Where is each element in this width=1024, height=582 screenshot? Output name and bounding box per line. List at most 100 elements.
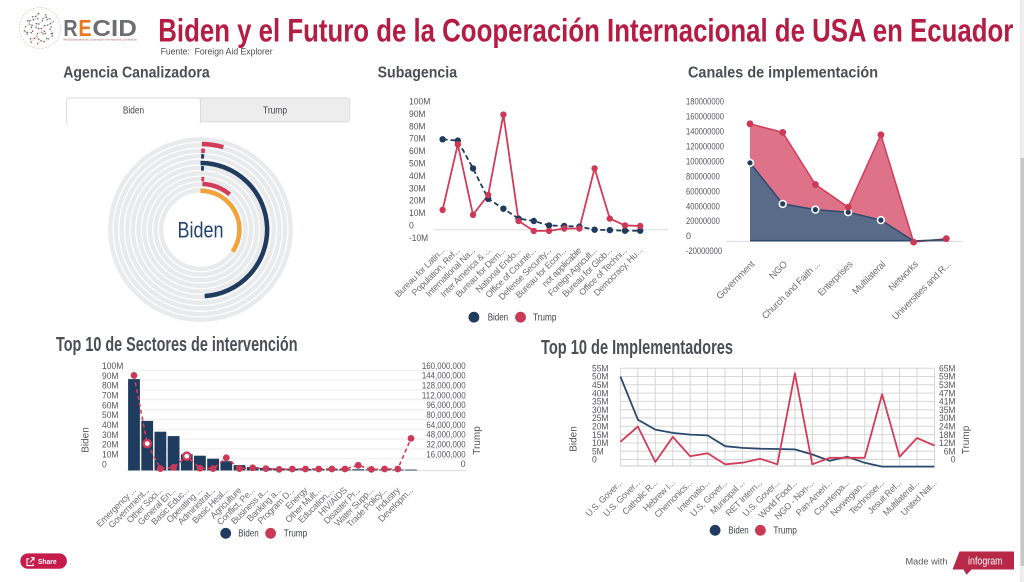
svg-text:CID: CID bbox=[92, 15, 136, 41]
svg-text:Trump: Trump bbox=[961, 425, 972, 454]
svg-text:Biden y el Futuro de la Cooper: Biden y el Futuro de la Cooperación Inte… bbox=[158, 13, 1013, 49]
svg-text:12M: 12M bbox=[939, 438, 956, 449]
svg-text:50M: 50M bbox=[592, 372, 609, 383]
svg-text:160,000,000: 160,000,000 bbox=[422, 361, 466, 371]
svg-text:144,000,000: 144,000,000 bbox=[422, 371, 466, 381]
svg-text:NGO: NGO bbox=[767, 259, 789, 281]
svg-text:Trump: Trump bbox=[472, 426, 483, 455]
svg-text:Trump: Trump bbox=[773, 526, 797, 537]
svg-text:100M: 100M bbox=[102, 361, 123, 372]
svg-text:Agencia Canalizadora: Agencia Canalizadora bbox=[63, 65, 210, 82]
svg-text:100M: 100M bbox=[409, 97, 430, 108]
svg-text:-10M: -10M bbox=[409, 233, 428, 244]
svg-text:0: 0 bbox=[592, 455, 597, 466]
svg-text:Biden: Biden bbox=[178, 218, 224, 243]
svg-text:20M: 20M bbox=[102, 440, 119, 451]
svg-text:48,000,000: 48,000,000 bbox=[426, 430, 465, 440]
svg-text:160000000: 160000000 bbox=[686, 111, 724, 121]
svg-text:0: 0 bbox=[461, 459, 466, 469]
svg-text:64,000,000: 64,000,000 bbox=[426, 420, 465, 430]
svg-text:Biden: Biden bbox=[81, 427, 92, 453]
svg-text:Biden: Biden bbox=[728, 526, 748, 537]
svg-text:90M: 90M bbox=[102, 371, 119, 382]
svg-text:120000000: 120000000 bbox=[686, 141, 724, 151]
svg-text:30M: 30M bbox=[102, 430, 119, 441]
svg-text:59M: 59M bbox=[939, 372, 956, 383]
svg-text:Trump: Trump bbox=[284, 529, 308, 540]
svg-text:60M: 60M bbox=[102, 400, 119, 411]
svg-text:80,000,000: 80,000,000 bbox=[426, 410, 465, 420]
svg-text:32,000,000: 32,000,000 bbox=[426, 440, 465, 450]
svg-text:70M: 70M bbox=[102, 391, 119, 402]
svg-text:30M: 30M bbox=[409, 183, 426, 194]
svg-text:Top 10 de Implementadores: Top 10 de Implementadores bbox=[541, 337, 733, 359]
svg-text:20M: 20M bbox=[592, 422, 609, 433]
svg-text:Fuente: Foreign Aid Explorer: Fuente: Foreign Aid Explorer bbox=[161, 47, 273, 58]
svg-text:40M: 40M bbox=[409, 171, 426, 182]
svg-text:-20000000: -20000000 bbox=[686, 246, 722, 256]
svg-text:Biden: Biden bbox=[488, 313, 508, 324]
svg-text:10M: 10M bbox=[592, 438, 609, 449]
svg-text:5M: 5M bbox=[592, 446, 604, 457]
svg-text:180000000: 180000000 bbox=[686, 96, 724, 106]
svg-text:80M: 80M bbox=[409, 121, 426, 132]
svg-text:Biden: Biden bbox=[238, 529, 258, 540]
svg-text:Universities and R...: Universities and R... bbox=[890, 259, 953, 322]
svg-text:6M: 6M bbox=[944, 446, 956, 457]
svg-text:35M: 35M bbox=[592, 397, 609, 408]
svg-text:0: 0 bbox=[686, 231, 691, 241]
svg-text:0: 0 bbox=[409, 220, 414, 231]
svg-text:65M: 65M bbox=[939, 363, 956, 374]
svg-text:100000000: 100000000 bbox=[686, 156, 724, 166]
svg-text:infogram: infogram bbox=[968, 555, 1003, 567]
svg-text:70M: 70M bbox=[409, 134, 426, 145]
svg-text:30M: 30M bbox=[939, 413, 956, 424]
svg-text:47M: 47M bbox=[939, 388, 956, 399]
svg-text:40M: 40M bbox=[592, 388, 609, 399]
svg-text:45M: 45M bbox=[592, 380, 609, 391]
svg-text:24M: 24M bbox=[939, 422, 956, 433]
svg-text:Enterprises: Enterprises bbox=[816, 259, 856, 299]
svg-text:128,000,000: 128,000,000 bbox=[422, 381, 466, 391]
svg-text:80M: 80M bbox=[102, 381, 119, 392]
svg-text:112,000,000: 112,000,000 bbox=[422, 390, 466, 400]
svg-text:Church and Faith ...: Church and Faith ... bbox=[760, 259, 823, 322]
svg-text:Government: Government bbox=[714, 259, 757, 302]
svg-text:80000000: 80000000 bbox=[686, 171, 720, 181]
svg-text:40000000: 40000000 bbox=[686, 201, 720, 211]
svg-text:50M: 50M bbox=[102, 410, 119, 421]
svg-text:16,000,000: 16,000,000 bbox=[426, 449, 465, 459]
svg-text:Trump: Trump bbox=[263, 105, 287, 117]
svg-text:Share: Share bbox=[38, 557, 57, 566]
svg-text:20M: 20M bbox=[409, 196, 426, 207]
svg-text:Subagencia: Subagencia bbox=[378, 65, 458, 82]
svg-text:35M: 35M bbox=[939, 405, 956, 416]
svg-text:R: R bbox=[63, 15, 78, 41]
svg-text:90M: 90M bbox=[409, 109, 426, 120]
svg-text:30M: 30M bbox=[592, 405, 609, 416]
svg-text:18M: 18M bbox=[939, 430, 956, 441]
svg-text:60M: 60M bbox=[409, 146, 426, 157]
svg-text:53M: 53M bbox=[939, 380, 956, 391]
svg-text:Top 10 de Sectores de interven: Top 10 de Sectores de intervención bbox=[56, 334, 298, 356]
svg-text:0: 0 bbox=[951, 455, 956, 466]
svg-text:41M: 41M bbox=[939, 397, 956, 408]
svg-text:E: E bbox=[78, 15, 91, 41]
svg-text:Made with: Made with bbox=[906, 557, 948, 568]
svg-text:55M: 55M bbox=[592, 363, 609, 374]
svg-text:Canales de implementación: Canales de implementación bbox=[688, 65, 878, 82]
svg-text:60000000: 60000000 bbox=[686, 186, 720, 196]
svg-text:15M: 15M bbox=[592, 430, 609, 441]
svg-text:96,000,000: 96,000,000 bbox=[426, 400, 465, 410]
svg-text:Biden: Biden bbox=[123, 105, 144, 117]
svg-text:Biden: Biden bbox=[569, 426, 580, 452]
svg-text:40M: 40M bbox=[102, 420, 119, 431]
svg-text:50M: 50M bbox=[409, 159, 426, 170]
svg-text:Multilateral: Multilateral bbox=[850, 259, 888, 297]
svg-text:Trump: Trump bbox=[533, 313, 557, 324]
svg-text:10M: 10M bbox=[409, 208, 426, 219]
svg-text:0: 0 bbox=[102, 459, 107, 470]
svg-text:140000000: 140000000 bbox=[686, 126, 724, 136]
svg-text:25M: 25M bbox=[592, 413, 609, 424]
svg-text:10M: 10M bbox=[102, 450, 119, 461]
